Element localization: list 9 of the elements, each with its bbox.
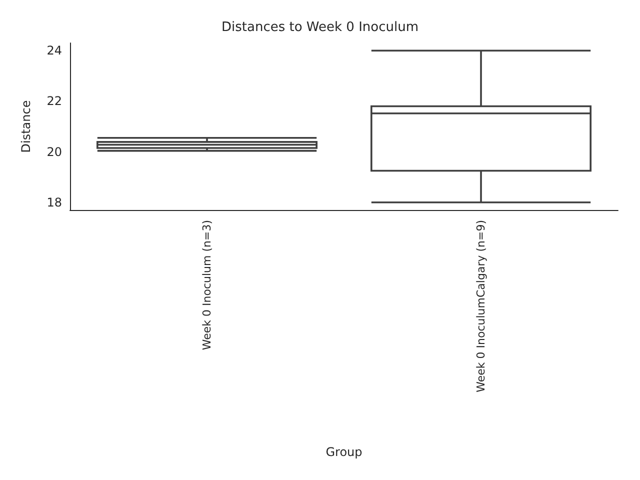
x-axis-title: Group (326, 445, 362, 459)
y-tick-label: 24 (46, 44, 62, 58)
y-tick-label: 18 (46, 195, 62, 210)
x-tick-label: Week 0 InoculumCalgary (n=9) (474, 220, 488, 392)
chart-title: Distances to Week 0 Inoculum (221, 20, 419, 35)
y-tick-label: 22 (46, 94, 62, 108)
y-axis-title: Distance (19, 100, 33, 153)
x-tick-label: Week 0 Inoculum (n=3) (200, 220, 214, 350)
y-tick-label: 20 (46, 144, 62, 159)
